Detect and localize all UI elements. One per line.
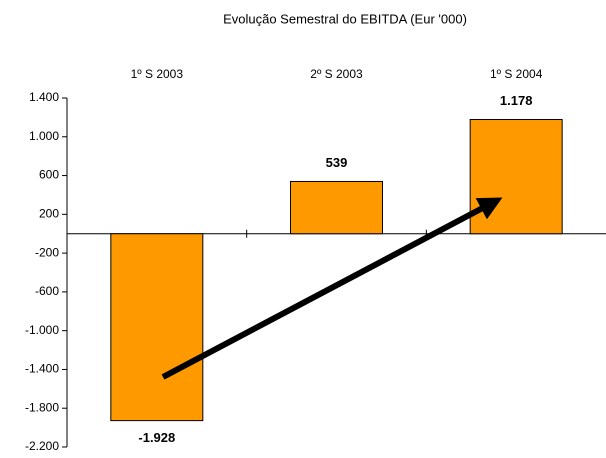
y-tick-label: 1.000 bbox=[29, 129, 59, 143]
y-tick-label: -1.000 bbox=[25, 323, 59, 337]
bar bbox=[110, 233, 204, 422]
y-tick-label: -200 bbox=[35, 245, 59, 259]
y-tick-label: -1.800 bbox=[25, 400, 59, 414]
y-tick-label: 600 bbox=[39, 168, 59, 182]
x-tick-label: 1º S 2003 bbox=[131, 67, 184, 81]
y-tick-label: -2.200 bbox=[25, 439, 59, 453]
chart-title: Evolução Semestral do EBITDA (Eur '000) bbox=[223, 11, 467, 26]
y-tick-label: -600 bbox=[35, 284, 59, 298]
value-label: 1.178 bbox=[500, 93, 533, 108]
x-tick-label: 1º S 2004 bbox=[490, 67, 543, 81]
value-label: 539 bbox=[326, 155, 348, 170]
bar bbox=[469, 119, 563, 235]
bar bbox=[290, 180, 383, 235]
x-tick-label: 2º S 2003 bbox=[310, 67, 363, 81]
plot: 1.400 1.000 600 200 -200 -600 -1.000 -1.400 -1.8… bbox=[25, 67, 606, 453]
value-label: -1.928 bbox=[138, 430, 175, 445]
y-tick-label: 1.400 bbox=[29, 90, 59, 104]
y-tick-label: 200 bbox=[39, 207, 59, 221]
trend-arrow bbox=[161, 197, 503, 380]
y-tick-label: -1.400 bbox=[25, 362, 59, 376]
